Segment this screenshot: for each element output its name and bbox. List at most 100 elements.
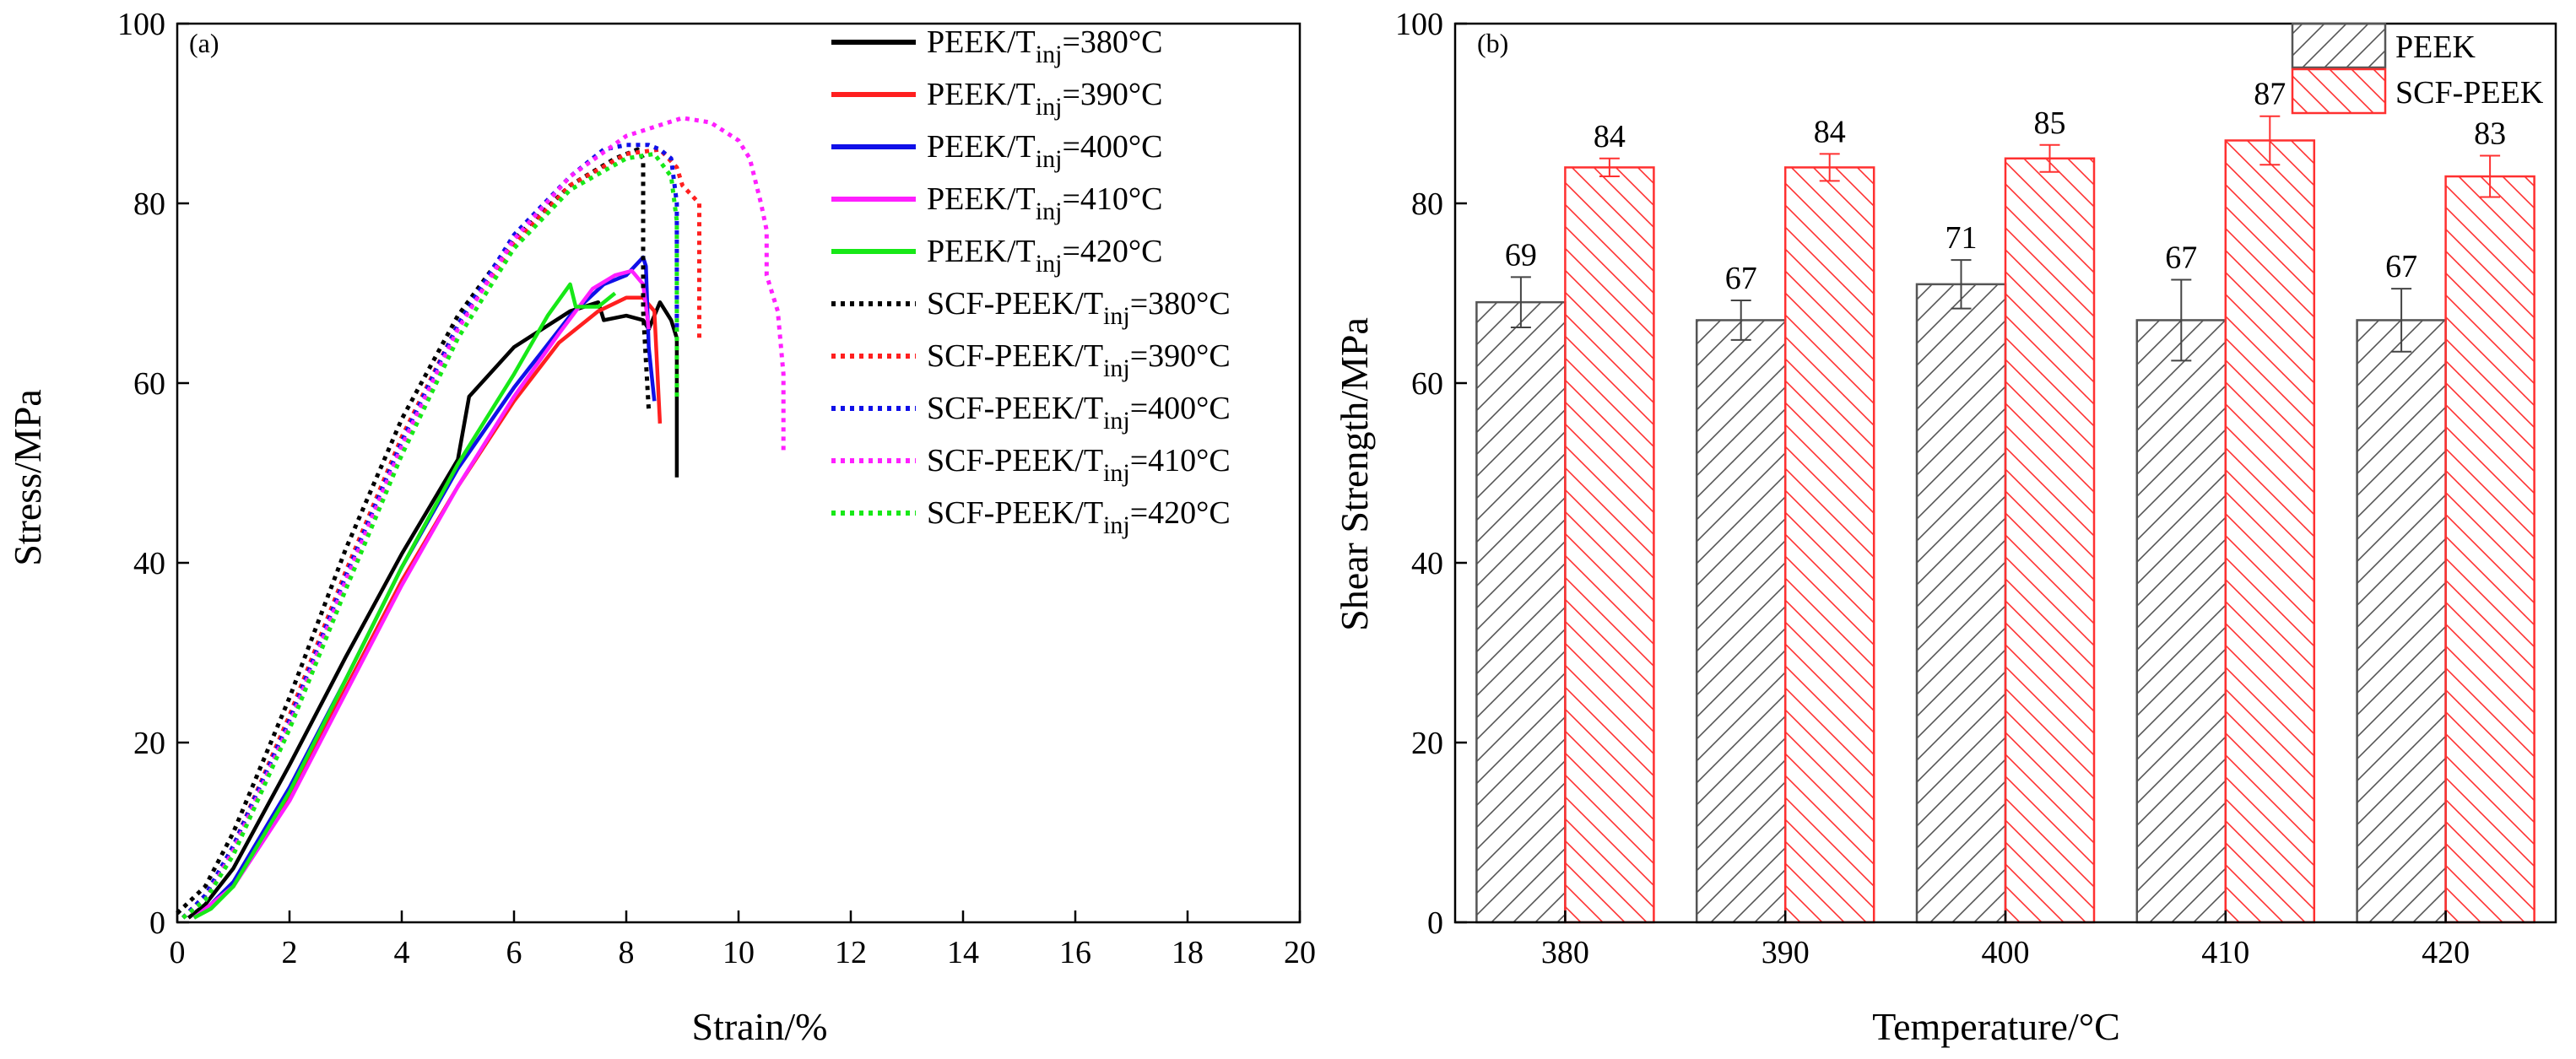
panel-label: (a) <box>189 28 219 58</box>
legend-entry-2: PEEK/Tinj=390°C <box>927 77 1162 121</box>
x-tick-label: 20 <box>1284 935 1316 970</box>
legend-text: PEEK/T <box>927 24 1036 60</box>
series-line-1 <box>187 300 679 920</box>
legend-subscript: inj <box>1036 41 1063 68</box>
x-tick-label: 390 <box>1762 935 1810 970</box>
legend-text: =380°C <box>1130 286 1231 321</box>
legend-subscript: inj <box>1036 250 1063 278</box>
data-label: 85 <box>2034 105 2066 141</box>
legend-text: SCF-PEEK/T <box>927 443 1103 478</box>
panel-b-shear-strength-chart: 69 84 67 84 71 85 67 87 67 83 0 20 40 60 80 100 380 390 4… <box>1333 7 2557 1048</box>
legend-swatch-scf-peek <box>2291 68 2387 115</box>
legend-text: =420°C <box>1130 495 1231 531</box>
x-tick-label: 14 <box>947 935 979 970</box>
legend-text: SCF-PEEK/T <box>927 286 1103 321</box>
legend-entry-5: PEEK/Tinj=420°C <box>927 234 1162 278</box>
series-line-2 <box>192 295 663 920</box>
x-axis-label: Strain/% <box>692 1005 828 1048</box>
y-tick-label: 20 <box>133 726 165 761</box>
legend-entry-4: PEEK/Tinj=410°C <box>927 181 1162 225</box>
series-line-7 <box>181 147 701 920</box>
x-tick-label: 4 <box>394 935 410 970</box>
y-tick-label: 20 <box>1411 726 1443 761</box>
scf-peek-bar-400 <box>2004 157 2096 924</box>
x-tick-label: 8 <box>619 935 635 970</box>
series-line-3 <box>192 255 657 920</box>
legend-entry-3: PEEK/Tinj=400°C <box>927 129 1162 173</box>
series-line-4 <box>192 268 651 920</box>
x-axis-label: Temperature/°C <box>1872 1005 2120 1048</box>
y-tick-label: 100 <box>117 7 165 42</box>
legend-text: =390°C <box>1062 77 1162 112</box>
series-lines <box>176 116 786 920</box>
data-label: 67 <box>1725 261 1757 296</box>
legend-text: =410°C <box>1062 181 1162 217</box>
data-label: 84 <box>1594 119 1626 154</box>
series-line-10 <box>181 151 679 920</box>
data-label: 87 <box>2254 77 2286 112</box>
legend-text: PEEK/T <box>927 77 1036 112</box>
legend-subscript: inj <box>1103 459 1130 487</box>
legend-subscript: inj <box>1036 197 1063 225</box>
x-tick-label: 380 <box>1541 935 1589 970</box>
y-axis-label: Stress/MPa <box>6 389 49 566</box>
legend-text: PEEK/T <box>927 234 1036 269</box>
legend-text: =380°C <box>1062 24 1162 60</box>
x-tick-label: 6 <box>506 935 522 970</box>
scf-peek-bar-380 <box>1564 166 1655 924</box>
data-label: 67 <box>2385 249 2417 284</box>
legend-entry-8: SCF-PEEK/Tinj=400°C <box>927 391 1231 435</box>
legend-text: SCF-PEEK/T <box>927 391 1103 426</box>
panel-a-stress-strain-chart: 0 2 4 6 8 10 12 14 16 18 20 0 20 40 60 80 100 (a) Strain… <box>6 7 1316 1048</box>
legend-entry-7: SCF-PEEK/Tinj=390°C <box>927 338 1231 382</box>
y-tick-label: 0 <box>1427 905 1443 941</box>
x-tick-label: 12 <box>835 935 867 970</box>
data-label: 83 <box>2474 116 2506 152</box>
x-tick-label: 18 <box>1172 935 1204 970</box>
x-tick-label: 400 <box>1982 935 2030 970</box>
axes <box>1453 22 2557 924</box>
x-tick-label: 410 <box>2201 935 2249 970</box>
axes <box>176 22 1302 924</box>
x-tick-label: 0 <box>170 935 186 970</box>
legend-text: =400°C <box>1130 391 1231 426</box>
peek-bar-420 <box>2356 319 2447 924</box>
panel-label: (b) <box>1477 28 1508 58</box>
tick-labels: 0 20 40 60 80 100 380 390 400 410 420 <box>1395 7 2470 970</box>
y-tick-label: 60 <box>133 366 165 402</box>
x-tick-label: 16 <box>1059 935 1091 970</box>
series-line-5 <box>192 282 617 920</box>
peek-bar-400 <box>1915 283 2007 924</box>
legend-text: SCF-PEEK/T <box>927 338 1103 374</box>
legend-text: PEEK/T <box>927 129 1036 165</box>
x-tick-label: 420 <box>2422 935 2470 970</box>
y-tick-label: 40 <box>133 546 165 581</box>
scf-peek-bar-410 <box>2224 139 2316 924</box>
legend-text: PEEK/T <box>927 181 1036 217</box>
data-label: 69 <box>1505 237 1537 273</box>
legend: PEEK SCF-PEEK <box>2291 22 2544 115</box>
y-tick-label: 100 <box>1395 7 1443 42</box>
y-tick-label: 60 <box>1411 366 1443 402</box>
scf-peek-bar-420 <box>2444 175 2535 924</box>
bars: 69 84 67 84 71 85 67 87 67 83 <box>1475 77 2535 924</box>
peek-bar-380 <box>1475 300 1567 924</box>
legend-subscript: inj <box>1103 302 1130 330</box>
data-label: 67 <box>2165 240 2197 276</box>
y-axis-label: Shear Strength/MPa <box>1333 317 1376 631</box>
data-label: 84 <box>1814 114 1846 149</box>
peek-bar-390 <box>1695 319 1787 924</box>
legend-subscript: inj <box>1036 145 1063 173</box>
y-tick-label: 80 <box>1411 186 1443 222</box>
y-tick-label: 0 <box>149 905 165 941</box>
legend-entry-1: PEEK/Tinj=380°C <box>927 24 1162 68</box>
legend-swatch-peek <box>2291 22 2387 69</box>
legend-subscript: inj <box>1103 407 1130 435</box>
legend-text: =410°C <box>1130 443 1231 478</box>
data-label: 71 <box>1946 220 1978 256</box>
x-tick-label: 10 <box>722 935 755 970</box>
legend-entry-6: SCF-PEEK/Tinj=380°C <box>927 286 1231 330</box>
legend-subscript: inj <box>1103 354 1130 382</box>
legend-text: SCF-PEEK/T <box>927 495 1103 531</box>
